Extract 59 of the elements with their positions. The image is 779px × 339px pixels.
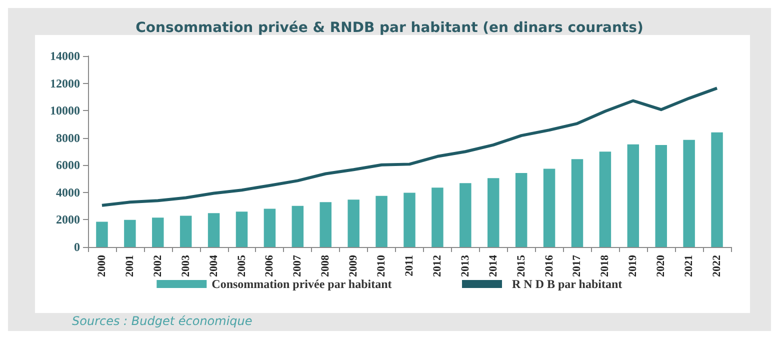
bar (488, 178, 500, 247)
legend-label: R N D B par habitant (512, 277, 622, 291)
bar (152, 218, 164, 247)
x-tick-label: 2014 (487, 254, 500, 277)
bar (376, 196, 388, 247)
bar (404, 192, 416, 247)
bar (292, 206, 304, 247)
x-tick-label: 2000 (96, 254, 108, 277)
x-tick-label: 2012 (431, 254, 444, 277)
x-tick-label: 2009 (348, 254, 360, 277)
legend-label: Consommation privée par habitant (212, 277, 392, 291)
bar (236, 212, 248, 247)
x-tick-label: 2005 (236, 254, 248, 277)
bar (460, 183, 472, 247)
bar (571, 159, 584, 247)
x-tick-label: 2015 (515, 254, 528, 277)
x-tick-label: 2001 (124, 255, 136, 277)
bar (711, 132, 723, 247)
bar (543, 168, 556, 247)
x-tick-label: 2017 (571, 254, 584, 277)
bar (96, 222, 108, 247)
x-tick-label: 2011 (404, 255, 416, 276)
x-tick-label: 2007 (292, 254, 304, 277)
source-note: Sources : Budget économique (72, 314, 252, 328)
bar (515, 173, 528, 247)
bar (348, 200, 360, 247)
x-tick-label: 2013 (459, 254, 472, 277)
y-tick-label: 14000 (50, 49, 80, 63)
bar (432, 188, 444, 247)
y-tick-label: 2000 (56, 212, 80, 227)
bar (264, 208, 276, 247)
bar (599, 152, 612, 247)
bar (124, 220, 136, 247)
line-series (100, 86, 719, 207)
x-tick-label: 2002 (152, 254, 164, 277)
bar (320, 202, 332, 247)
x-tick-label: 2006 (264, 254, 276, 277)
x-tick-label: 2004 (208, 254, 220, 277)
x-tick-label: 2020 (655, 254, 668, 277)
y-tick-label: 0 (74, 240, 80, 254)
bar (208, 213, 220, 247)
x-tick-label: 2016 (543, 254, 556, 277)
x-tick-label: 2021 (683, 255, 696, 277)
y-tick-label: 8000 (56, 130, 80, 145)
x-tick-label: 2008 (320, 254, 332, 277)
x-tick-label: 2019 (627, 254, 640, 277)
chart-title: Consommation privée & RNDB par habitant (en dinars courants) (136, 20, 644, 36)
bar (655, 144, 667, 247)
x-tick-label: 2010 (376, 254, 388, 277)
bar (180, 216, 192, 247)
y-tick-label: 10000 (50, 104, 80, 118)
x-tick-label: 2003 (180, 254, 192, 277)
y-tick-label: 4000 (56, 185, 80, 200)
y-tick-label: 6000 (56, 158, 80, 172)
y-tick-label: 12000 (50, 76, 80, 90)
bar (627, 144, 640, 247)
x-tick-label: 2022 (711, 254, 724, 277)
bar (683, 140, 695, 247)
x-tick-label: 2018 (599, 254, 612, 277)
